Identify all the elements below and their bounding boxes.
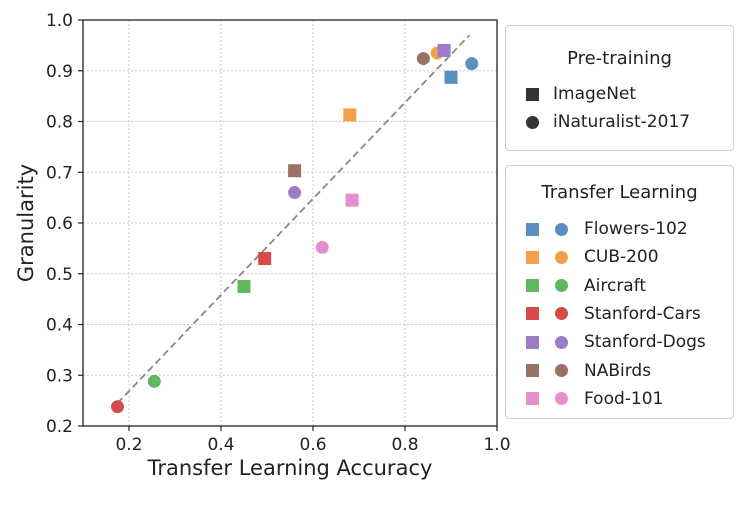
y-tick-label: 0.5: [46, 265, 73, 285]
circle-marker-icon: [555, 392, 568, 406]
x-tick-label: 1.0: [483, 435, 510, 455]
point-inaturalist-stanford-dogs: [288, 186, 302, 200]
circle-marker-icon: [555, 222, 568, 236]
legend-item-label: iNaturalist-2017: [553, 112, 691, 132]
legend-item-label: Food-101: [584, 388, 664, 409]
point-imagenet-nabirds: [288, 164, 302, 178]
legend-item-flowers-102: Flowers-102: [526, 217, 688, 241]
square-marker-icon: [526, 392, 539, 406]
point-inaturalist-aircraft: [147, 374, 161, 388]
x-tick-label: 0.2: [115, 435, 142, 455]
legend-item-label: Stanford-Cars: [584, 303, 701, 324]
circle-marker-icon: [555, 364, 568, 377]
legend-item-imagenet: ImageNet: [526, 82, 636, 106]
legend-item-label: Aircraft: [584, 275, 647, 296]
square-marker-icon: [526, 250, 539, 264]
data-points: [111, 43, 479, 414]
y-tick-label: 1.0: [46, 11, 73, 31]
legend-item-label: Flowers-102: [584, 219, 688, 239]
point-imagenet-stanford-dogs: [437, 43, 451, 57]
y-tick-label: 0.7: [46, 163, 73, 183]
legend-item-stanford-dogs: Stanford-Dogs: [526, 330, 706, 354]
circle-marker-icon: [526, 115, 539, 129]
point-inaturalist-food-101: [315, 240, 329, 254]
axis-ticks: 0.2 0.4 0.6 0.8 1.0 0.2 0.3 0.4 0.5 0.6 0.7 0.8 0.9 1…: [46, 11, 511, 455]
x-tick-label: 0.8: [391, 435, 418, 455]
point-inaturalist-stanford-cars: [111, 400, 124, 414]
square-marker-icon: [526, 307, 539, 321]
trend-line-group: [116, 34, 471, 404]
y-tick-label: 0.6: [46, 214, 73, 234]
y-tick-label: 0.2: [46, 417, 73, 437]
square-marker-icon: [526, 364, 539, 377]
y-tick-label: 0.8: [46, 113, 73, 133]
plot-frame: [82, 19, 498, 427]
y-tick-label: 0.3: [46, 366, 73, 386]
legend-item-food-101: Food-101: [526, 387, 663, 411]
legend-item-label: Stanford-Dogs: [584, 332, 706, 353]
legend-item-label: CUB-200: [584, 247, 659, 268]
legend-pretraining: Pre-training ImageNet iNaturalist-2017: [505, 25, 734, 151]
legend-item-aircraft: Aircraft: [526, 274, 646, 298]
point-imagenet-stanford-cars: [258, 252, 272, 266]
point-inaturalist-flowers-102: [465, 57, 479, 71]
grid-lines: [83, 19, 498, 427]
legend-transfer-learning: Transfer Learning Flowers-102 CUB-200 Airc…: [505, 165, 734, 419]
square-marker-icon: [526, 222, 539, 236]
circle-marker-icon: [555, 250, 568, 264]
point-imagenet-aircraft: [237, 279, 251, 293]
x-axis-label: Transfer Learning Accuracy: [147, 456, 433, 480]
point-imagenet-food-101: [345, 193, 359, 207]
point-imagenet-cub-200: [343, 108, 357, 122]
legend-item-inaturalist: iNaturalist-2017: [526, 110, 690, 134]
square-marker-icon: [526, 279, 539, 293]
point-imagenet-flowers-102: [444, 70, 458, 84]
y-tick-label: 0.9: [46, 62, 73, 82]
circle-marker-icon: [555, 335, 568, 349]
x-tick-label: 0.6: [299, 435, 326, 455]
circle-marker-icon: [555, 279, 568, 293]
y-tick-label: 0.4: [46, 316, 73, 336]
legend-item-cub-200: CUB-200: [526, 245, 659, 269]
legend-pretraining-title: Pre-training: [567, 48, 672, 69]
legend-item-nabirds: NABirds: [526, 359, 651, 383]
square-marker-icon: [526, 335, 539, 349]
legend-item-label: ImageNet: [553, 84, 637, 104]
y-axis-label: Granularity: [14, 164, 38, 282]
circle-marker-icon: [555, 307, 568, 321]
trend-line: [116, 34, 471, 404]
legend-transfer-title: Transfer Learning: [541, 182, 698, 203]
square-marker-icon: [526, 87, 539, 101]
point-inaturalist-nabirds: [416, 52, 430, 66]
legend-item-stanford-cars: Stanford-Cars: [526, 302, 701, 326]
legend-item-label: NABirds: [584, 360, 652, 381]
x-tick-label: 0.4: [207, 435, 234, 455]
